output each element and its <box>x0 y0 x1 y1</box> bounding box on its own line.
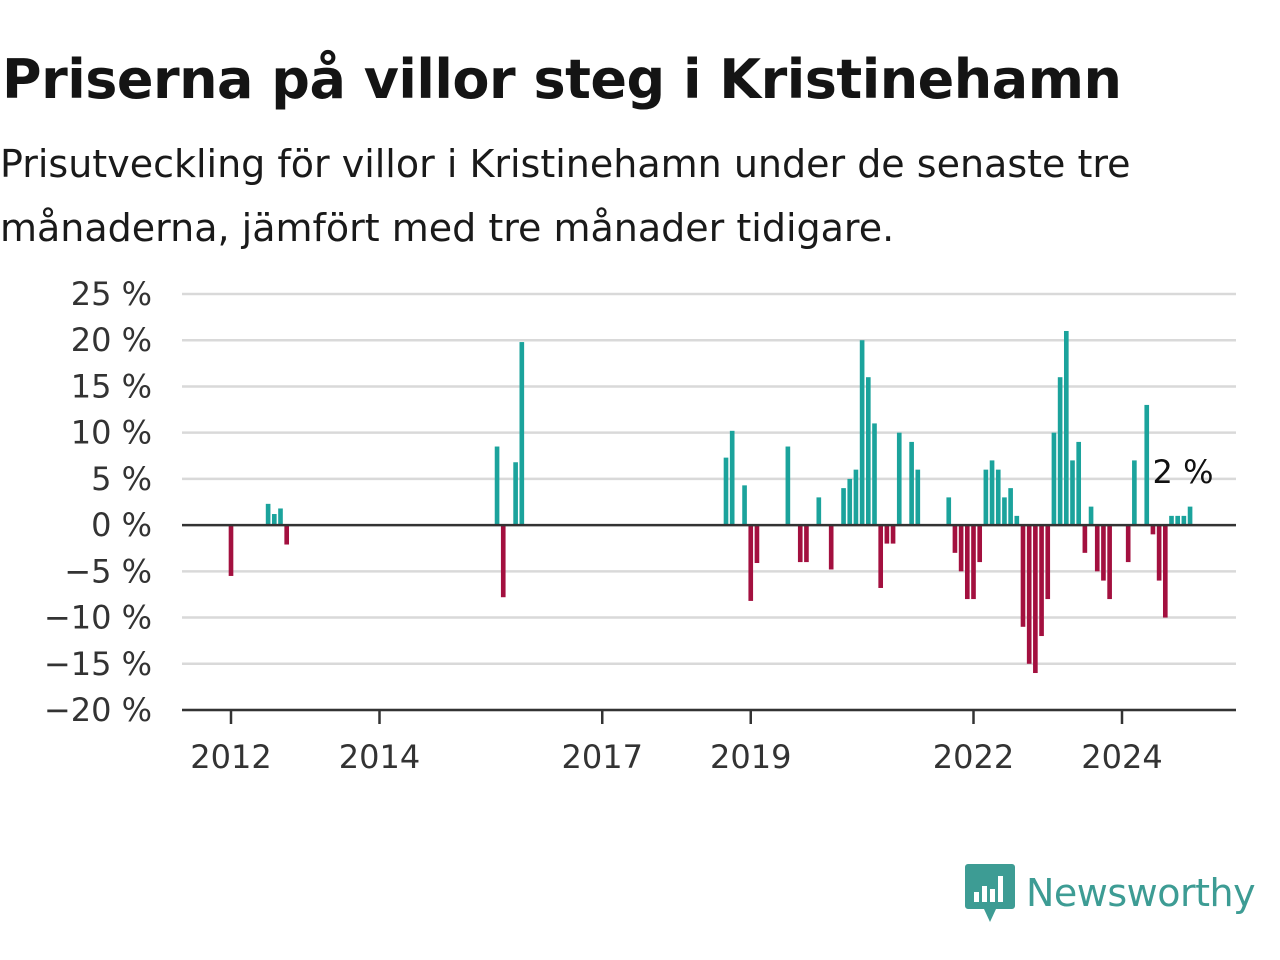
bar-negative <box>1107 525 1112 600</box>
bar-negative <box>1026 525 1032 664</box>
bar-positive <box>909 441 914 526</box>
bar-positive <box>723 457 729 526</box>
bar-chart: 25 % 20 % 15 % 10 % 5 % 0 % −5 % −10 % −15 % −20 … <box>44 275 1236 776</box>
chart-title: Priserna på villor steg i Kristinehamn <box>2 48 1122 111</box>
bar-negative <box>958 525 964 572</box>
bar-negative <box>1033 525 1038 674</box>
bar-positive <box>729 430 735 526</box>
bar-negative <box>500 525 506 598</box>
y-tick-label: −15 % <box>44 645 152 683</box>
bar-positive <box>946 497 952 526</box>
bar-positive <box>1014 515 1020 526</box>
bar-positive <box>1076 441 1082 526</box>
bar-negative <box>952 525 958 553</box>
bar-negative <box>1125 525 1131 563</box>
bar-positive <box>865 377 871 526</box>
y-tick-label: 5 % <box>91 460 152 498</box>
bar-positive <box>1088 506 1094 526</box>
bar-positive <box>859 340 865 526</box>
bar-positive <box>742 485 747 526</box>
bar-positive <box>494 446 500 526</box>
bar-positive <box>995 469 1001 526</box>
bar-negative <box>890 525 896 544</box>
bar-positive <box>1169 515 1174 526</box>
bar-positive <box>989 460 995 526</box>
y-tick-label: 15 % <box>71 367 152 405</box>
bar-negative <box>228 525 234 576</box>
bar-positive <box>265 503 271 526</box>
newsworthy-logo-icon <box>965 864 1015 922</box>
bar-positive <box>983 469 989 526</box>
bar-positive <box>278 508 283 526</box>
bar-positive <box>1132 460 1137 526</box>
y-tick-label: 10 % <box>71 414 152 452</box>
bar-positive <box>271 514 277 526</box>
bar-positive <box>513 462 518 526</box>
bar-positive <box>816 497 822 526</box>
x-tick-label: 2022 <box>933 738 1014 776</box>
bar-negative <box>1039 525 1044 637</box>
bar-negative <box>1156 525 1162 581</box>
y-tick-label: −5 % <box>64 552 152 590</box>
y-tick-label: 0 % <box>91 506 152 544</box>
bar-negative <box>964 525 970 600</box>
x-tick-label: 2012 <box>190 738 271 776</box>
y-tick-label: −20 % <box>44 691 152 729</box>
bar-positive <box>896 432 902 526</box>
bar-negative <box>1101 525 1106 581</box>
bar-positive <box>853 469 859 526</box>
x-tick-label: 2014 <box>339 738 420 776</box>
bar-positive <box>1070 460 1075 526</box>
chart-subtitle: Prisutveckling för villor i Kristinehamn… <box>0 142 1131 250</box>
bar-positive <box>1175 515 1181 526</box>
bar-negative <box>828 525 834 570</box>
bar-negative <box>1150 525 1156 535</box>
axes: 25 % 20 % 15 % 10 % 5 % 0 % −5 % −10 % −15 % −20 … <box>44 275 1236 776</box>
y-tick-label: 20 % <box>71 321 152 359</box>
bar-negative <box>754 525 760 564</box>
x-tick-label: 2024 <box>1081 738 1162 776</box>
bar-negative <box>1162 525 1168 618</box>
bar-positive <box>1187 506 1193 526</box>
bar-negative <box>284 525 290 545</box>
bar-positive <box>841 488 846 526</box>
bar-positive <box>519 342 525 526</box>
bar-positive <box>1002 497 1007 526</box>
bar-negative <box>748 525 754 601</box>
x-tick-label: 2019 <box>710 738 791 776</box>
bar-negative <box>804 525 809 563</box>
bar-negative <box>797 525 803 563</box>
bar-negative <box>1094 525 1100 572</box>
bar-positive <box>872 423 877 526</box>
newsworthy-logo: Newsworthy <box>964 862 1256 924</box>
y-tick-label: 25 % <box>71 275 152 313</box>
bar-negative <box>878 525 884 588</box>
bar-positive <box>915 469 921 526</box>
newsworthy-wordmark: Newsworthy <box>1026 871 1256 915</box>
bars <box>228 330 1193 674</box>
bar-positive <box>1063 330 1069 526</box>
x-tick-label: 2017 <box>562 738 643 776</box>
bar-positive <box>785 446 791 526</box>
bar-negative <box>1020 525 1026 627</box>
bar-positive <box>1057 377 1063 526</box>
bar-positive <box>1051 432 1057 526</box>
bar-positive <box>1144 404 1150 526</box>
bar-negative <box>971 525 976 600</box>
last-value-label: 2 % <box>1153 453 1214 491</box>
bar-positive <box>847 478 853 526</box>
bar-negative <box>977 525 983 563</box>
bar-negative <box>884 525 890 544</box>
bar-positive <box>1008 488 1013 526</box>
bar-negative <box>1082 525 1088 553</box>
bar-positive <box>1181 515 1187 526</box>
y-tick-label: −10 % <box>44 599 152 637</box>
bar-negative <box>1045 525 1051 600</box>
